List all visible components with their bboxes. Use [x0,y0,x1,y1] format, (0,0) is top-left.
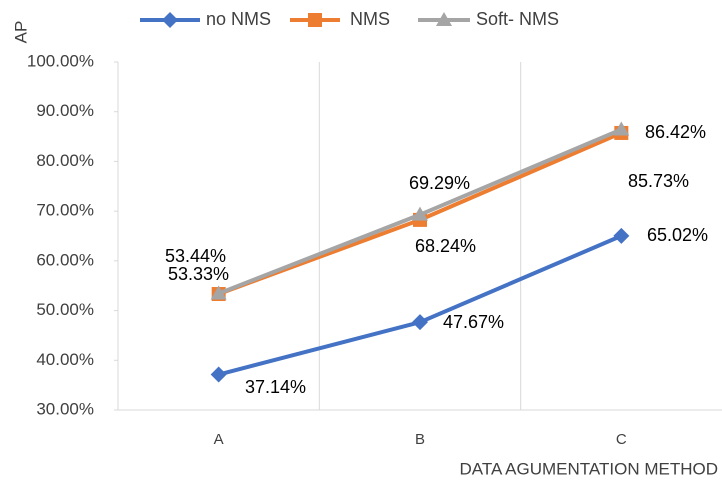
y-tick-label: 50.00% [36,300,94,319]
marker [613,227,630,244]
y-axis-label: AP [11,21,30,44]
x-axis-label: DATA AGUMENTATION METHOD [460,459,718,478]
y-tick-label: 40.00% [36,350,94,369]
data-label: 85.73% [628,171,689,191]
marker [210,366,227,383]
y-tick-label: 100.00% [27,51,94,70]
y-tick-label: 60.00% [36,250,94,269]
legend-label: no NMS [206,9,271,29]
series-line [218,234,623,377]
legend-label: NMS [350,9,390,29]
x-tick-label: B [415,431,425,448]
marker [412,206,428,221]
data-label: 53.33% [168,264,229,284]
data-label: 37.14% [245,377,306,397]
marker [436,12,452,26]
marker [210,285,227,300]
legend-label: Soft- NMS [476,9,559,29]
data-label: 53.44% [165,246,226,266]
data-label: 68.24% [415,236,476,256]
data-label: 65.02% [647,225,708,245]
y-tick-label: 80.00% [36,151,94,170]
data-label: 47.67% [443,312,504,332]
marker [613,121,630,136]
x-tick-label: A [214,431,224,448]
marker [162,12,178,28]
marker [412,314,428,331]
y-tick-label: 30.00% [36,399,94,418]
data-label: 86.42% [645,122,706,142]
x-tick-label: C [616,431,627,448]
y-tick-label: 90.00% [36,101,94,120]
data-label: 69.29% [409,173,470,193]
marker [308,13,322,27]
y-tick-label: 70.00% [36,201,94,220]
